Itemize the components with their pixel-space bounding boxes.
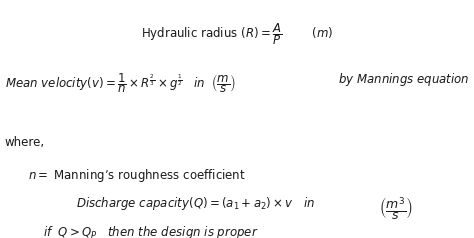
Text: $n =$ Manning’s roughness coefficient: $n =$ Manning’s roughness coefficient bbox=[28, 167, 246, 183]
Text: $\left(\dfrac{m^3}{s}\right)$: $\left(\dfrac{m^3}{s}\right)$ bbox=[379, 195, 413, 223]
Text: $\mathit{Mean\ velocity(v)} = \dfrac{1}{n} \times R^{\frac{2}{3}} \times g^{\fra: $\mathit{Mean\ velocity(v)} = \dfrac{1}{… bbox=[5, 71, 236, 95]
Text: Hydraulic radius $(R) = \dfrac{A}{P}$        $(m)$: Hydraulic radius $(R) = \dfrac{A}{P}$ $(… bbox=[141, 21, 333, 47]
Text: $\mathit{by\ Mannings\ equation}$: $\mathit{by\ Mannings\ equation}$ bbox=[337, 71, 469, 88]
Text: $\mathit{if}$  $Q > Q_P$   $\mathit{then\ the\ design\ is\ proper}$: $\mathit{if}$ $Q > Q_P$ $\mathit{then\ t… bbox=[43, 224, 258, 238]
Text: where,: where, bbox=[5, 136, 45, 149]
Text: $\mathit{Discharge\ capacity(Q)} = (a_1 + a_2) \times v$   $\mathit{in}$: $\mathit{Discharge\ capacity(Q)} = (a_1 … bbox=[76, 195, 315, 212]
